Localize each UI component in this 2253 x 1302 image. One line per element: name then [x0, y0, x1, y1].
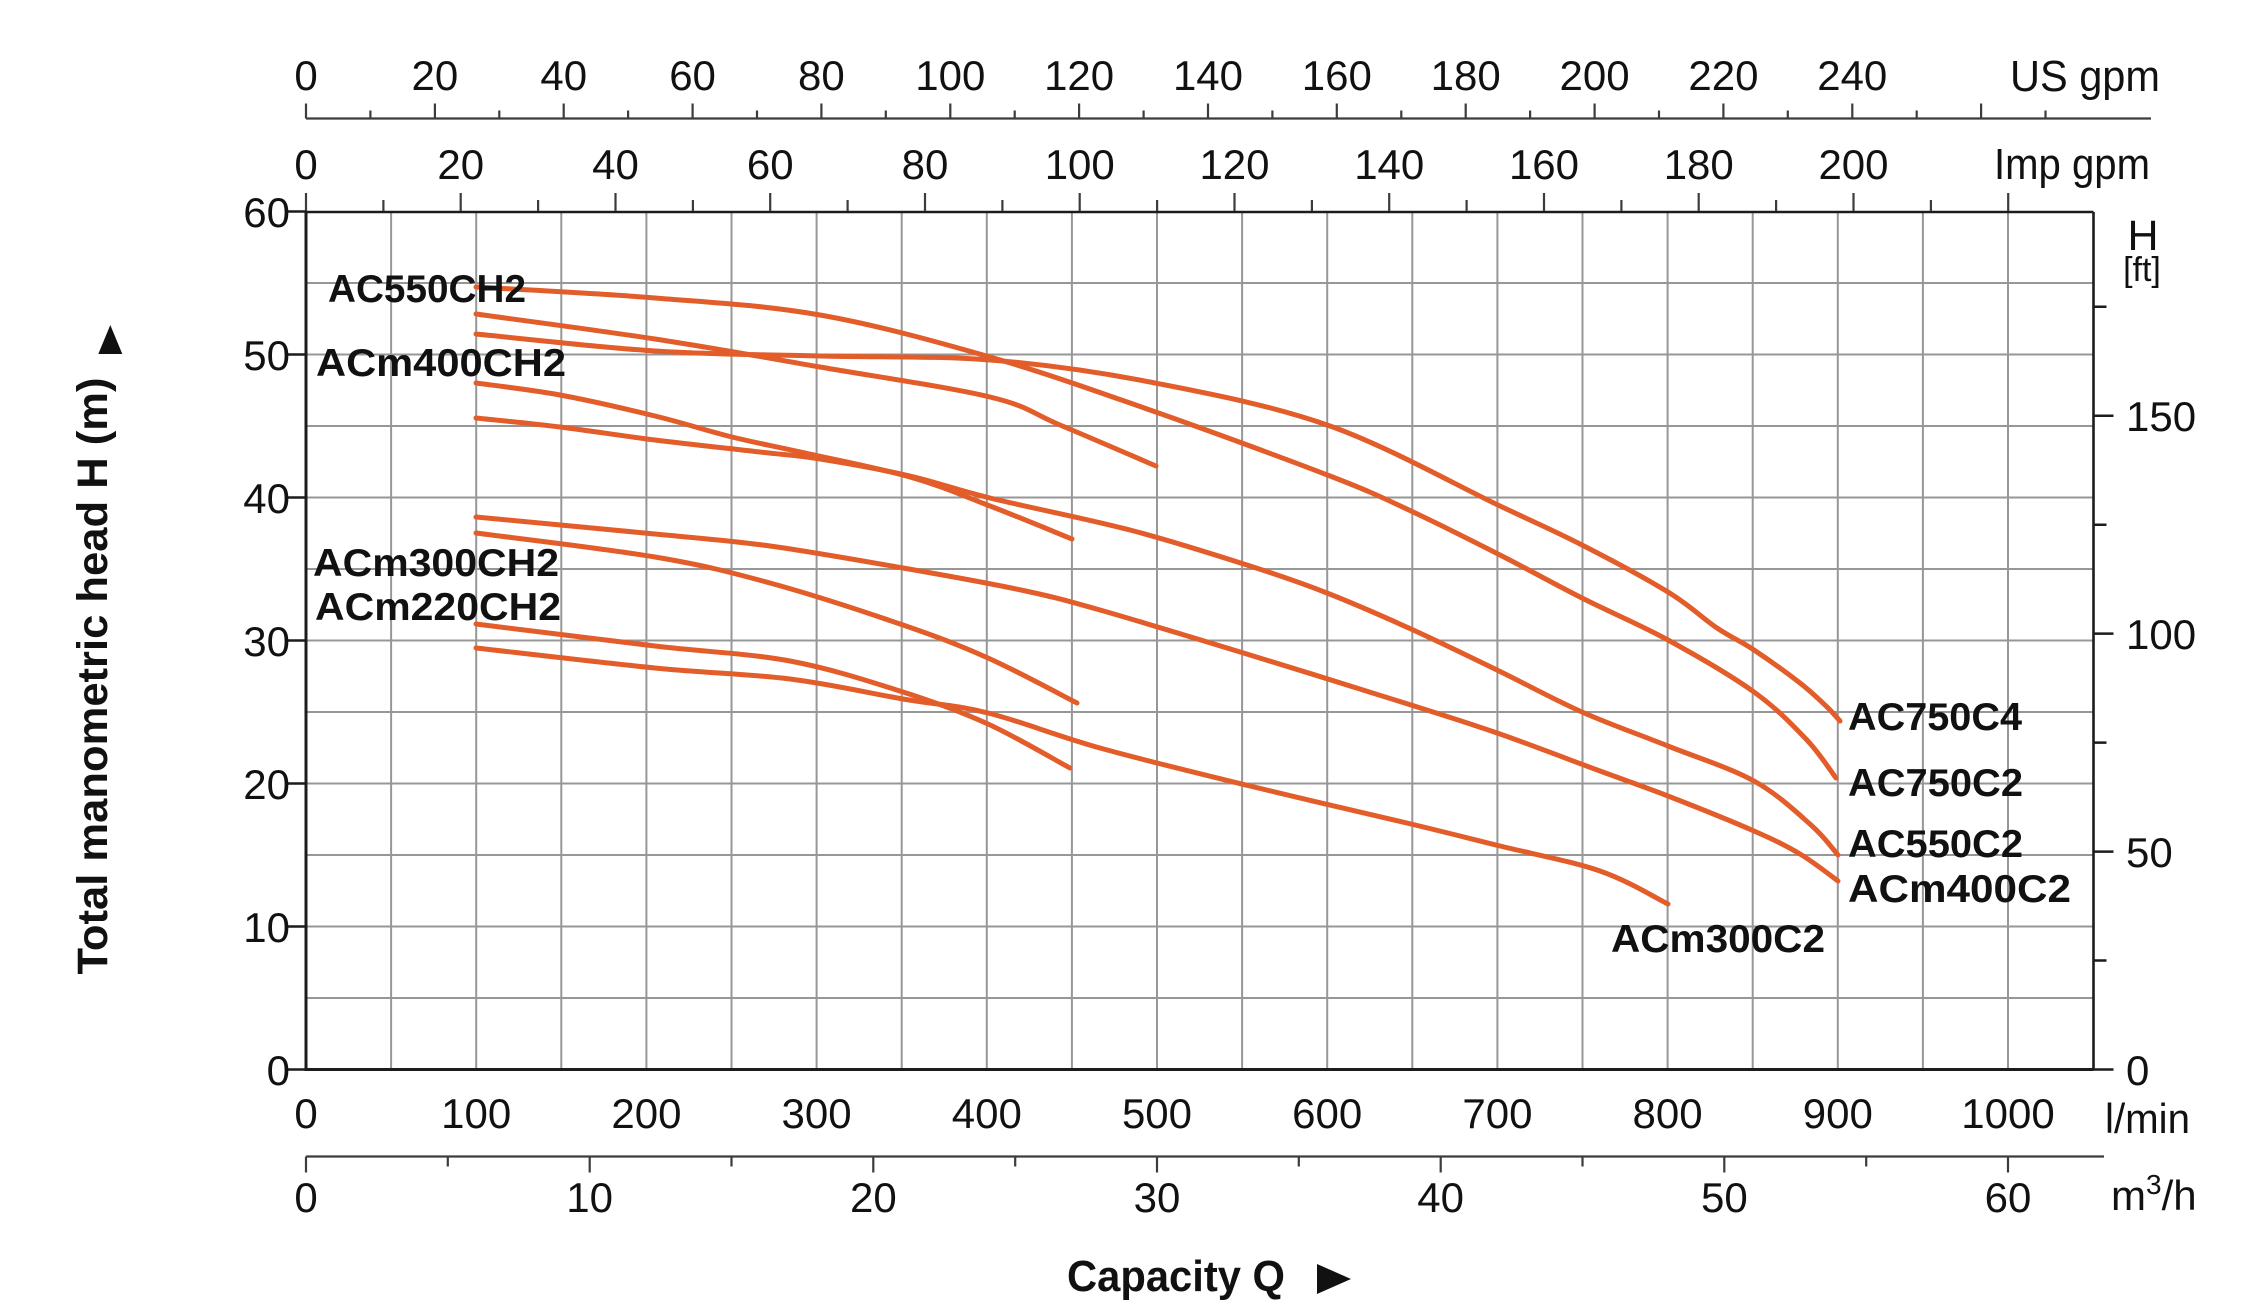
svg-text:140: 140 [1173, 52, 1243, 99]
svg-text:30: 30 [1134, 1174, 1181, 1221]
svg-text:AC750C2: AC750C2 [1848, 762, 2023, 805]
svg-text:Imp gpm: Imp gpm [1994, 140, 2150, 189]
svg-text:ACm300CH2: ACm300CH2 [313, 542, 559, 585]
svg-text:220: 220 [1688, 52, 1758, 99]
svg-text:80: 80 [902, 141, 949, 188]
svg-text:l/min: l/min [2105, 1095, 2190, 1142]
svg-text:[ft]: [ft] [2123, 251, 2161, 289]
svg-text:240: 240 [1817, 52, 1887, 99]
svg-text:180: 180 [1431, 52, 1501, 99]
svg-text:0: 0 [294, 141, 317, 188]
svg-text:10: 10 [566, 1174, 613, 1221]
svg-text:60: 60 [243, 189, 290, 236]
svg-text:800: 800 [1633, 1090, 1703, 1137]
svg-text:60: 60 [669, 52, 716, 99]
svg-text:120: 120 [1044, 52, 1114, 99]
svg-text:100: 100 [915, 52, 985, 99]
svg-text:150: 150 [2126, 393, 2196, 440]
svg-text:ACm400CH2: ACm400CH2 [316, 342, 566, 385]
svg-text:40: 40 [540, 52, 587, 99]
svg-text:AC750C4: AC750C4 [1848, 696, 2022, 739]
svg-text:900: 900 [1803, 1090, 1873, 1137]
svg-text:40: 40 [592, 141, 639, 188]
svg-text:m3/h: m3/h [2111, 1169, 2197, 1219]
svg-text:20: 20 [437, 141, 484, 188]
svg-text:600: 600 [1292, 1090, 1362, 1137]
svg-text:10: 10 [243, 904, 290, 951]
svg-text:20: 20 [243, 761, 290, 808]
svg-text:180: 180 [1664, 141, 1734, 188]
svg-text:50: 50 [2126, 829, 2173, 876]
svg-text:US gpm: US gpm [2010, 52, 2160, 101]
svg-text:0: 0 [294, 1174, 317, 1221]
svg-text:20: 20 [411, 52, 458, 99]
svg-text:AC550CH2: AC550CH2 [328, 268, 526, 311]
svg-text:160: 160 [1302, 52, 1372, 99]
svg-text:300: 300 [782, 1090, 852, 1137]
svg-text:ACm300C2: ACm300C2 [1611, 918, 1825, 961]
svg-text:0: 0 [267, 1047, 290, 1094]
svg-text:Capacity Q: Capacity Q [1067, 1252, 1285, 1301]
svg-text:0: 0 [294, 52, 317, 99]
svg-text:200: 200 [611, 1090, 681, 1137]
svg-text:50: 50 [243, 332, 290, 379]
svg-text:120: 120 [1199, 141, 1269, 188]
svg-text:40: 40 [243, 475, 290, 522]
svg-text:0: 0 [2126, 1047, 2149, 1094]
svg-text:100: 100 [441, 1090, 511, 1137]
svg-text:ACm220CH2: ACm220CH2 [315, 586, 561, 629]
svg-text:160: 160 [1509, 141, 1579, 188]
svg-text:20: 20 [850, 1174, 897, 1221]
svg-text:400: 400 [952, 1090, 1022, 1137]
svg-text:60: 60 [1985, 1174, 2032, 1221]
svg-text:700: 700 [1462, 1090, 1532, 1137]
svg-text:AC550C2: AC550C2 [1848, 823, 2023, 866]
svg-text:100: 100 [1045, 141, 1115, 188]
svg-text:0: 0 [294, 1090, 317, 1137]
svg-text:40: 40 [1417, 1174, 1464, 1221]
svg-text:100: 100 [2126, 611, 2196, 658]
svg-text:1000: 1000 [1961, 1090, 2054, 1137]
svg-text:60: 60 [747, 141, 794, 188]
svg-text:80: 80 [798, 52, 845, 99]
svg-text:200: 200 [1560, 52, 1630, 99]
svg-text:500: 500 [1122, 1090, 1192, 1137]
svg-text:ACm400C2: ACm400C2 [1848, 868, 2071, 911]
svg-text:H: H [2127, 212, 2158, 260]
svg-text:140: 140 [1354, 141, 1424, 188]
svg-text:50: 50 [1701, 1174, 1748, 1221]
svg-text:200: 200 [1818, 141, 1888, 188]
svg-text:30: 30 [243, 618, 290, 665]
svg-text:Total manometric head H (m): Total manometric head H (m) [69, 378, 117, 975]
